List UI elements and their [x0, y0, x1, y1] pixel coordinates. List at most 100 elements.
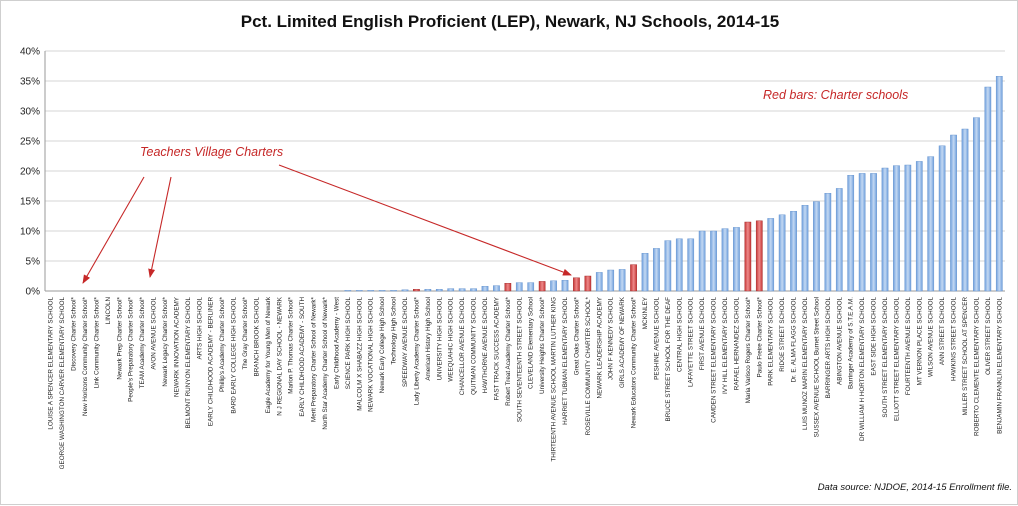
- x-tick-label: CHANCELLOR AVENUE SCHOOL: [459, 297, 466, 396]
- x-tick-label: People's Preparatory Charter School*: [128, 296, 135, 401]
- bar-district: [401, 289, 409, 292]
- x-tick-label: BARRINGER ARTS HIGH SCHOOL: [825, 297, 832, 399]
- x-tick-label: University Heights Charter School*: [539, 296, 546, 393]
- x-tick-label: LUIS MUNOZ MARIN ELEMENTARY SCHOOL: [802, 297, 809, 430]
- x-tick-label: CENTRAL HIGH SCHOOL: [676, 297, 683, 372]
- bar-district: [973, 117, 980, 292]
- x-tick-label: Link Community Charter School*: [93, 296, 100, 388]
- x-tick-label: WILSON AVENUE SCHOOL: [928, 297, 935, 378]
- x-tick-label: GEORGE WASHINGTON CARVER ELEMENTARY SCHO…: [59, 297, 66, 470]
- x-tick-label: Dr. E. ALMA FLAGG SCHOOL: [791, 297, 798, 383]
- y-tick-label: 35%: [20, 77, 40, 88]
- bar-district: [527, 282, 535, 292]
- annotation-arrows: [82, 164, 572, 284]
- x-tick-label: BARD EARLY COLLEGE HIGH SCHOOL: [231, 297, 238, 414]
- bar-district: [767, 218, 775, 292]
- bar-district: [561, 280, 569, 292]
- bar-district: [378, 290, 386, 292]
- bar-district: [641, 252, 649, 292]
- bar-charter: [413, 289, 420, 292]
- arrow-discovery: [82, 176, 145, 284]
- bar-district: [961, 128, 969, 292]
- chart-title: Pct. Limited English Proficient (LEP), N…: [241, 12, 779, 31]
- y-tick-label: 40%: [20, 47, 40, 58]
- bar-district: [687, 238, 695, 292]
- x-tick-label: DR WILLIAM H HORTON ELEMENTARY SCHOOL: [859, 297, 866, 441]
- x-tick-label: Early Childhood Academy - West: [333, 297, 340, 389]
- x-tick-label: LAFAYETTE STREET SCHOOL: [688, 297, 695, 388]
- bar-district: [344, 290, 352, 292]
- bar-district: [733, 227, 740, 292]
- x-tick-label: Paulo Freire Charter School*: [756, 296, 763, 377]
- data-source-note: Data source: NJDOE, 2014-15 Enrollment f…: [818, 482, 1012, 493]
- bar-district: [390, 290, 397, 292]
- x-tick-label: LINCOLN: [105, 297, 112, 325]
- x-tick-label: Maria Varisco Rogers Charter School*: [745, 296, 752, 403]
- x-tick-label: MILLER STREET SCHOOL AT SPENCER: [962, 297, 969, 416]
- x-tick-label: FAST TRACK SUCCESS ACADEMY: [493, 296, 500, 400]
- x-tick-label: BELMONT RUNYON ELEMENTARY SCHOOL: [185, 297, 192, 429]
- bar-district: [790, 210, 797, 292]
- arrow-team-academy: [148, 176, 172, 278]
- bar-district: [904, 164, 912, 292]
- x-tick-label: SOUTH STREET ELEMENTARY SCHOOL: [882, 297, 889, 418]
- bar-charter: [573, 277, 580, 292]
- bar-district: [698, 230, 706, 292]
- x-tick-label: RIDGE STREET SCHOOL: [779, 297, 786, 372]
- x-tick-label: SCIENCE PARK HIGH SCHOOL: [345, 297, 352, 390]
- y-tick-label: 25%: [20, 137, 40, 148]
- bar-district: [653, 248, 660, 292]
- bar-charter: [584, 275, 592, 292]
- bar-district: [607, 269, 615, 292]
- x-tick-label: Barringer Academy of S.T.E.A.M.: [848, 297, 855, 389]
- x-tick-label: Great Oaks Charter School*: [573, 296, 580, 375]
- bar-district: [927, 156, 935, 292]
- x-tick-label: NEWARK INNOVATION ACADEMY: [173, 296, 180, 397]
- bar-district: [721, 228, 729, 292]
- bar-charter: [538, 281, 546, 292]
- bar-district: [550, 280, 557, 292]
- y-tick-label: 20%: [20, 167, 40, 178]
- bar-district: [893, 165, 900, 292]
- bar-district: [870, 173, 877, 292]
- x-tick-label: American History High School: [425, 297, 432, 381]
- bar-district: [515, 282, 523, 292]
- x-tick-label: QUITMAN COMMUNITY SCHOOL: [471, 297, 478, 395]
- x-tick-label: New Horizons Community Charter School*: [82, 296, 89, 416]
- x-tick-label: LOUISE A SPENCER ELEMENTARY SCHOOL: [48, 297, 55, 430]
- bar-charter: [744, 221, 752, 292]
- x-tick-label: MCKINLEY: [642, 296, 649, 329]
- x-tick-label: Newark Prep Charter School*: [116, 296, 123, 379]
- charter-note: Red bars: Charter schools: [763, 88, 908, 102]
- x-tick-label: Newark Legacy Charter School*: [162, 296, 169, 386]
- x-tick-label: EARLY CHILDHOOD ACADEMY - SOUTH: [299, 297, 306, 417]
- grid-layer: 0% 5% 10% 15% 20% 25% 30% 35% 40%: [20, 47, 1005, 298]
- y-tick-label: 15%: [20, 197, 40, 208]
- bar-district: [618, 269, 626, 292]
- bar-district: [595, 272, 603, 292]
- x-tick-label: TEAM Academy Charter School*: [139, 296, 146, 388]
- x-tick-label: HAWTHORNE AVENUE SCHOOL: [482, 297, 489, 394]
- x-tick-label: Newark Educators Community Charter Schoo…: [631, 296, 638, 428]
- bar-district: [493, 285, 500, 292]
- y-tick-label: 0%: [26, 287, 41, 298]
- bar-district: [881, 167, 889, 292]
- x-tick-label: EAST SIDE HIGH SCHOOL: [871, 297, 878, 376]
- x-tick-label: The Gray Charter School*: [242, 296, 249, 369]
- teachers-village-label: Teachers Village Charters: [140, 145, 283, 159]
- x-tick-label: BRUCE STREET SCHOOL FOR THE DEAF: [665, 297, 672, 422]
- x-tick-label: Eagle Academy for Young Men of Newark: [265, 296, 272, 413]
- y-tick-label: 5%: [26, 257, 41, 268]
- x-tick-label: MT VERNON PLACE SCHOOL: [916, 297, 923, 386]
- x-tick-label: Discovery Charter School*: [71, 296, 78, 370]
- x-tick-label: WEEQUAHIC HIGH SCHOOL: [448, 297, 455, 382]
- y-tick-label: 10%: [20, 227, 40, 238]
- bar-district: [447, 288, 455, 292]
- x-tick-label: ROSEVILLE COMMUNITY CHARTER SCHOOL*: [585, 296, 592, 435]
- bar-charter: [504, 283, 512, 292]
- x-tick-label: ABINGTON AVENUE SCHOOL: [836, 297, 843, 385]
- bar-district: [481, 286, 489, 292]
- x-tick-label: GIRLS ACADEMY OF NEWARK: [619, 296, 626, 388]
